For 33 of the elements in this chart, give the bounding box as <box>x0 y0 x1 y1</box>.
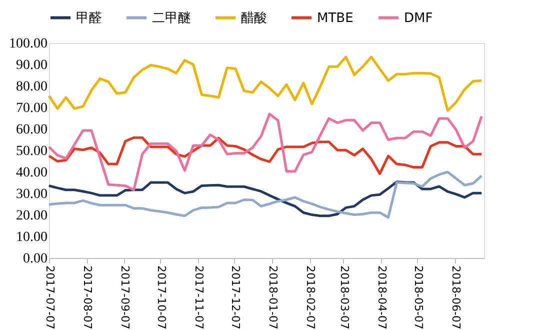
line-series <box>48 112 483 192</box>
line-series <box>48 56 483 112</box>
legend-label: 醋酸 <box>241 10 267 26</box>
line-series <box>48 136 483 175</box>
x-tick-label: 2018-03-07 <box>338 266 351 330</box>
y-tick-label: 40.00 <box>16 166 48 180</box>
y-tick-label: 30.00 <box>16 187 48 202</box>
y-tick-label: 0.00 <box>23 252 48 266</box>
x-tick-label: 2018-02-07 <box>304 266 318 330</box>
x-tick-label: 2017-08-07 <box>81 266 94 330</box>
legend-label: MTBE <box>317 10 354 26</box>
y-tick-label: 70.00 <box>16 101 48 116</box>
legend-label: 二甲醚 <box>152 10 191 26</box>
y-tick-label: 90.00 <box>16 58 48 73</box>
x-tick-label: 2018-01-07 <box>266 266 280 330</box>
line-series <box>48 180 483 218</box>
x-tick-label: 2017-07-07 <box>44 266 56 330</box>
x-tick-label: 2018-04-07 <box>376 266 389 330</box>
y-tick-label: 50.00 <box>16 144 48 159</box>
x-tick-label: 2017-12-07 <box>228 266 242 330</box>
x-tick-label: 2017-10-07 <box>154 266 168 330</box>
x-tick-label: 2017-09-07 <box>118 266 132 330</box>
line-series <box>48 170 483 219</box>
legend-label: DMF <box>404 10 433 26</box>
y-tick-label: 80.00 <box>16 80 48 94</box>
x-tick-label: 2018-05-07 <box>412 266 425 330</box>
x-tick-label: 2017-11-07 <box>192 266 206 330</box>
legend-label: 甲醛 <box>76 10 102 26</box>
y-tick-label: 20.00 <box>16 208 48 224</box>
x-tick-label: 2018-06-07 <box>449 266 462 330</box>
y-tick-label: 60.00 <box>16 122 48 138</box>
y-tick-label: 10.00 <box>16 230 48 245</box>
y-tick-label: 100.00 <box>9 36 48 52</box>
